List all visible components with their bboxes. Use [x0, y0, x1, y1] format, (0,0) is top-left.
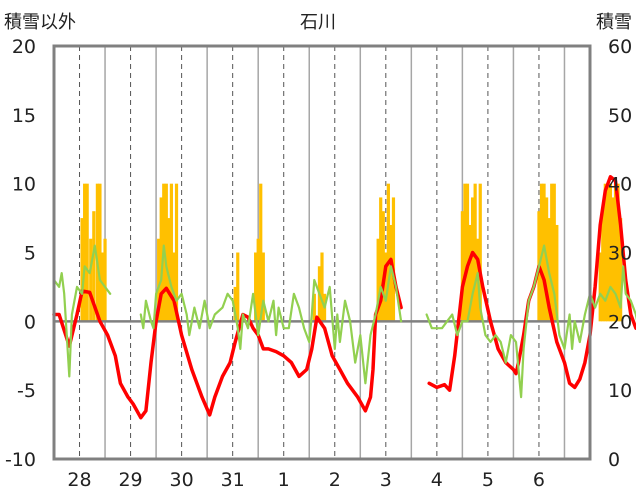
snow-bar-23: [312, 293, 316, 322]
snow-bar-31: [386, 183, 390, 322]
green-series-line: [52, 244, 636, 399]
snow-bar-39: [473, 183, 477, 322]
left-tick-label: -10: [5, 449, 36, 471]
right-axis-ticks: 0 10 20 30 40 50 60: [608, 36, 632, 471]
snow-bar-44: [542, 183, 546, 322]
x-tick-label: 4: [431, 469, 443, 491]
snow-bar-15: [172, 252, 176, 322]
right-tick-label: 10: [608, 380, 632, 402]
snow-bar-10: [159, 197, 163, 322]
plot-frame: [52, 44, 592, 461]
snow-bar-52: [603, 183, 607, 322]
snow-bar-51: [601, 211, 605, 322]
snow-bar-16: [174, 183, 179, 322]
snow-bar-54: [608, 183, 613, 322]
snow-bar-1: [83, 183, 87, 322]
snow-bar-49: [555, 224, 559, 322]
x-tick-label: 2: [329, 469, 341, 491]
snow-bar-29: [381, 211, 385, 322]
left-axis-ticks: -10 -5 0 5 10 15 20: [5, 36, 36, 471]
snow-bar-2: [85, 183, 89, 322]
right-tick-label: 0: [608, 449, 620, 471]
snow-bar-58: [619, 218, 623, 322]
x-tick-label: 28: [67, 469, 91, 491]
right-tick-label: 60: [608, 36, 632, 58]
x-tick-label: 6: [533, 469, 545, 491]
right-axis-title: 積雪: [596, 12, 632, 33]
snow-bar-17: [233, 286, 237, 322]
left-tick-label: 0: [24, 311, 36, 333]
left-tick-label: 5: [24, 243, 36, 265]
snow-bar-35: [463, 183, 467, 322]
right-tick-label: 50: [608, 105, 632, 127]
snow-bar-57: [616, 183, 620, 322]
snow-bar-14: [169, 183, 174, 322]
snow-bar-9: [157, 238, 161, 322]
snow-bar-56: [613, 183, 618, 322]
snow-bar-30: [384, 252, 388, 322]
snow-bar-37: [468, 224, 472, 322]
snow-bar-34: [460, 211, 464, 322]
series-lines: [52, 175, 636, 420]
snow-bar-12: [164, 183, 168, 322]
x-tick-label: 29: [118, 469, 142, 491]
snow-bar-5: [95, 183, 99, 322]
snow-bar-0: [80, 218, 84, 322]
snow-bar-20: [256, 238, 260, 322]
snow-bar-6: [98, 183, 102, 322]
snow-bar-18: [236, 252, 240, 322]
left-tick-label: -5: [17, 380, 36, 402]
snow-bar-13: [167, 218, 171, 322]
left-tick-label: 20: [12, 36, 36, 58]
snow-bar-53: [606, 183, 610, 322]
x-tick-label: 3: [380, 469, 392, 491]
right-tick-label: 20: [608, 311, 632, 333]
snow-bar-36: [465, 183, 470, 322]
x-tick-label: 5: [482, 469, 494, 491]
left-tick-label: 10: [12, 174, 36, 196]
snow-bar-48: [552, 183, 556, 322]
snow-bar-7: [100, 252, 105, 322]
snow-bar-55: [611, 197, 615, 322]
snow-bar-50: [598, 252, 602, 322]
snow-bar-28: [379, 197, 383, 322]
left-tick-label: 15: [12, 105, 36, 127]
right-tick-label: 30: [608, 243, 632, 265]
snow-bar-27: [376, 238, 380, 322]
snow-bar-4: [92, 211, 96, 322]
left-axis-title: 積雪以外: [4, 12, 76, 33]
x-tick-label: 31: [221, 469, 245, 491]
snow-bar-21: [259, 183, 263, 322]
snow-bar-8: [103, 238, 107, 322]
snow-bar-41: [478, 183, 482, 322]
snow-bar-22: [261, 252, 265, 322]
chart-title: 石川: [300, 12, 336, 33]
x-axis-ticks: 28 29 30 31 1 2 3 4 5 6: [67, 469, 545, 491]
snow-bar-3: [89, 238, 93, 322]
snow-bar-19: [254, 252, 258, 322]
snow-bar-38: [470, 197, 475, 322]
right-tick-label: 40: [608, 174, 632, 196]
x-tick-label: 1: [278, 469, 290, 491]
snow-bar-33: [391, 197, 396, 322]
snow-bar-25: [320, 252, 324, 322]
x-tick-label: 30: [170, 469, 194, 491]
snow-bar-47: [550, 183, 554, 322]
